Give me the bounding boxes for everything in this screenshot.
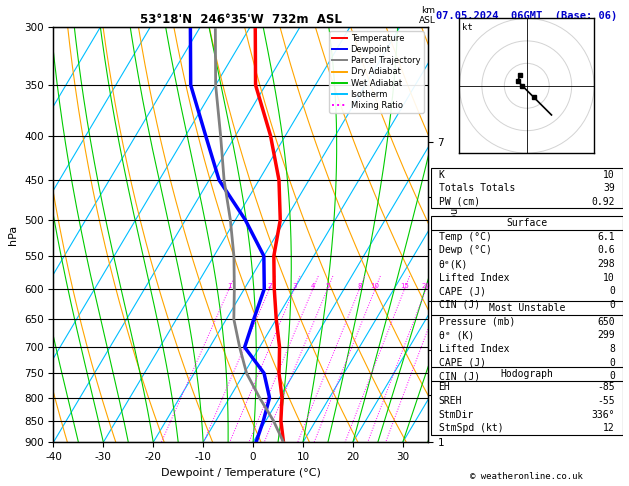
Text: 8: 8	[609, 344, 615, 354]
Text: 12: 12	[603, 423, 615, 434]
Text: CAPE (J): CAPE (J)	[438, 358, 486, 368]
Text: 4: 4	[311, 283, 315, 289]
Text: Hodograph: Hodograph	[500, 369, 554, 379]
Text: θᵉ(K): θᵉ(K)	[438, 259, 468, 269]
Text: 0: 0	[609, 358, 615, 368]
Text: Totals Totals: Totals Totals	[438, 183, 515, 193]
Text: 1: 1	[227, 283, 231, 289]
Text: 39: 39	[603, 183, 615, 193]
Text: LCL: LCL	[431, 416, 448, 425]
Text: Temp (°C): Temp (°C)	[438, 232, 491, 242]
Text: StmSpd (kt): StmSpd (kt)	[438, 423, 503, 434]
Bar	[431, 301, 623, 383]
Text: km
ASL: km ASL	[420, 6, 436, 25]
Title: 53°18'N  246°35'W  732m  ASL: 53°18'N 246°35'W 732m ASL	[140, 13, 342, 26]
Text: 25: 25	[439, 283, 448, 289]
Text: 0.6: 0.6	[598, 245, 615, 256]
Text: © weatheronline.co.uk: © weatheronline.co.uk	[470, 472, 583, 481]
Text: 10: 10	[603, 273, 615, 283]
Text: Lifted Index: Lifted Index	[438, 344, 509, 354]
Text: θᵉ (K): θᵉ (K)	[438, 330, 474, 341]
Text: 20: 20	[421, 283, 431, 289]
Text: 2: 2	[267, 283, 272, 289]
Text: CIN (J): CIN (J)	[438, 371, 480, 382]
Text: 8: 8	[357, 283, 362, 289]
Text: 0: 0	[609, 286, 615, 296]
Text: 10: 10	[603, 170, 615, 180]
Text: 0: 0	[609, 300, 615, 310]
Text: 15: 15	[400, 283, 409, 289]
Y-axis label: hPa: hPa	[8, 225, 18, 244]
Text: 298: 298	[598, 259, 615, 269]
Text: 299: 299	[598, 330, 615, 341]
Text: 3: 3	[292, 283, 297, 289]
Y-axis label: Mixing Ratio (g/kg): Mixing Ratio (g/kg)	[448, 189, 458, 280]
Legend: Temperature, Dewpoint, Parcel Trajectory, Dry Adiabat, Wet Adiabat, Isotherm, Mi: Temperature, Dewpoint, Parcel Trajectory…	[329, 31, 423, 113]
Text: Lifted Index: Lifted Index	[438, 273, 509, 283]
Text: -85: -85	[598, 382, 615, 393]
Text: 6.1: 6.1	[598, 232, 615, 242]
Text: 0.92: 0.92	[591, 197, 615, 207]
Text: CAPE (J): CAPE (J)	[438, 286, 486, 296]
Bar	[431, 168, 623, 208]
Text: 10: 10	[370, 283, 380, 289]
Text: EH: EH	[438, 382, 450, 393]
Text: 0: 0	[609, 371, 615, 382]
Text: PW (cm): PW (cm)	[438, 197, 480, 207]
Bar	[431, 367, 623, 435]
Bar	[431, 216, 623, 312]
Text: Pressure (mb): Pressure (mb)	[438, 317, 515, 327]
Text: Most Unstable: Most Unstable	[489, 303, 565, 313]
Text: 650: 650	[598, 317, 615, 327]
Text: StmDir: StmDir	[438, 410, 474, 420]
Text: K: K	[438, 170, 445, 180]
Text: 336°: 336°	[591, 410, 615, 420]
Text: CIN (J): CIN (J)	[438, 300, 480, 310]
Text: -55: -55	[598, 396, 615, 406]
Text: 07.05.2024  06GMT  (Base: 06): 07.05.2024 06GMT (Base: 06)	[436, 11, 618, 21]
X-axis label: Dewpoint / Temperature (°C): Dewpoint / Temperature (°C)	[160, 468, 321, 478]
Text: 5: 5	[325, 283, 330, 289]
Text: SREH: SREH	[438, 396, 462, 406]
Text: Surface: Surface	[506, 218, 547, 228]
Text: kt: kt	[462, 22, 473, 32]
Text: Dewp (°C): Dewp (°C)	[438, 245, 491, 256]
